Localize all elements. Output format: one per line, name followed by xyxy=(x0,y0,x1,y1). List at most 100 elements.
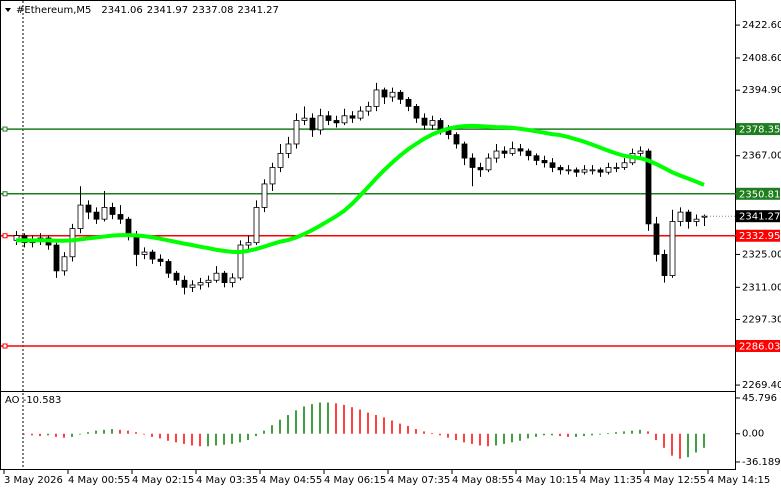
candle-body xyxy=(301,117,308,121)
candle-body xyxy=(469,157,476,168)
candle-body xyxy=(685,211,692,222)
indicator-title: AO -10.583 xyxy=(5,395,61,406)
candle-body xyxy=(637,150,644,154)
level-label-box xyxy=(736,123,780,136)
candle-body xyxy=(309,117,316,131)
x-tick-label: 4 May 00:55 xyxy=(68,475,130,486)
candle-body xyxy=(581,169,588,173)
candle-body xyxy=(517,148,524,152)
symbol: #Ethereum,M5 xyxy=(16,5,91,16)
candle-body xyxy=(245,242,252,246)
candle-body xyxy=(165,261,172,274)
candle-body xyxy=(461,143,468,159)
candle-body xyxy=(181,279,188,288)
candle-body xyxy=(141,251,148,255)
y-tick-label: 0.00 xyxy=(742,429,764,440)
candle-body xyxy=(405,98,412,107)
candle-body xyxy=(133,235,140,255)
y-tick-label: 2297.30 xyxy=(742,315,781,326)
candle-body xyxy=(341,115,348,124)
candle-body xyxy=(325,115,332,121)
current-price-label-box xyxy=(736,210,780,223)
x-tick-label: 4 May 10:15 xyxy=(516,475,578,486)
candle-body xyxy=(597,169,604,173)
candle-body xyxy=(677,211,684,222)
header-value: 2341.27 xyxy=(237,5,278,16)
candle-body xyxy=(485,157,492,171)
candle-body xyxy=(213,272,220,281)
candle-body xyxy=(477,167,484,171)
candle-body xyxy=(269,167,276,185)
y-tick-label: 2367.00 xyxy=(742,151,781,162)
y-tick-label: 2422.60 xyxy=(742,20,781,31)
candle-body xyxy=(293,120,300,145)
candle-body xyxy=(173,272,180,281)
x-tick-label: 4 May 08:55 xyxy=(452,475,514,486)
candle-body xyxy=(333,120,340,124)
y-tick-label: 2408.60 xyxy=(742,53,781,64)
candle-body xyxy=(373,89,380,107)
candle-body xyxy=(661,254,668,276)
y-tick-label: 45.796 xyxy=(742,393,777,404)
candle-body xyxy=(557,167,564,171)
candle-body xyxy=(285,143,292,154)
header-value: 2337.08 xyxy=(192,5,233,16)
candle-body xyxy=(541,160,548,164)
candle-body xyxy=(349,115,356,119)
level-label-box xyxy=(736,229,780,242)
candle-body xyxy=(197,282,204,286)
candle-body xyxy=(229,277,236,284)
candle-body xyxy=(573,169,580,173)
level-marker xyxy=(2,191,8,197)
level-label-box xyxy=(736,339,780,352)
candle-body xyxy=(205,279,212,284)
y-tick-label: 2311.00 xyxy=(742,282,781,293)
candle-body xyxy=(93,211,100,220)
candle-body xyxy=(277,152,284,168)
y-tick-label: 2394.90 xyxy=(742,85,781,96)
candle-body xyxy=(589,169,596,172)
chart-header: #Ethereum,M5 2341.06 2341.97 2337.08 2341.27 xyxy=(16,5,279,16)
level-marker xyxy=(2,126,8,132)
x-tick-label: 4 May 07:35 xyxy=(388,475,450,486)
collapse-icon xyxy=(5,8,11,12)
y-tick-label: -36.189 xyxy=(742,457,781,468)
candle-body xyxy=(669,221,676,276)
level-label: 2350.81 xyxy=(739,189,780,200)
candle-body xyxy=(605,167,612,173)
candle-body xyxy=(613,167,620,169)
x-tick-label: 4 May 14:15 xyxy=(708,475,770,486)
candle-body xyxy=(653,223,660,255)
x-tick-label: 4 May 03:35 xyxy=(196,475,258,486)
header-value: 2341.06 xyxy=(101,5,142,16)
candle-body xyxy=(237,244,244,279)
candle-body xyxy=(501,150,508,154)
y-tick-label: 2269.40 xyxy=(742,380,781,391)
candle-body xyxy=(221,272,228,284)
candle-body xyxy=(493,150,500,159)
moving-average xyxy=(16,123,705,255)
x-tick-label: 4 May 04:55 xyxy=(260,475,322,486)
x-tick-label: 4 May 12:55 xyxy=(644,475,706,486)
candle-body xyxy=(453,134,460,145)
level-marker xyxy=(2,233,8,239)
candle-body xyxy=(157,258,164,262)
candle-body xyxy=(357,110,364,119)
candle-body xyxy=(389,91,396,98)
candle-body xyxy=(645,150,652,225)
candle-body xyxy=(533,155,540,161)
candle-body xyxy=(509,148,516,154)
candle-body xyxy=(549,162,556,168)
x-tick-label: 4 May 02:15 xyxy=(132,475,194,486)
y-tick-label: 2325.00 xyxy=(742,249,781,260)
candle-body xyxy=(397,91,404,100)
candle-body xyxy=(253,207,260,244)
candle-body xyxy=(53,244,60,272)
candle-body xyxy=(317,115,324,131)
level-marker xyxy=(2,343,8,349)
header-value: 2341.97 xyxy=(147,5,188,16)
level-label: 2286.03 xyxy=(739,341,780,352)
x-tick-label: 4 May 06:15 xyxy=(324,475,386,486)
